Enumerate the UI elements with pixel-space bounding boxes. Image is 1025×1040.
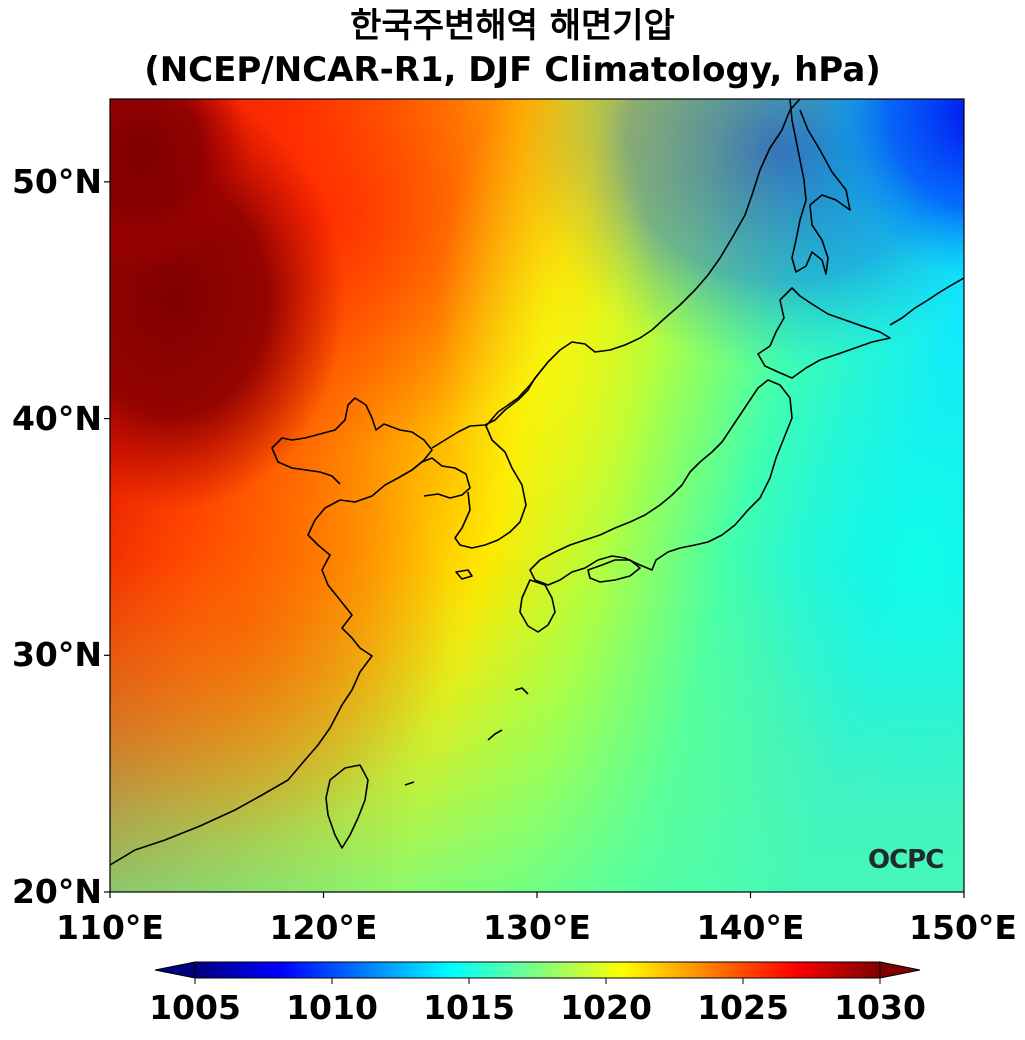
lon-tick-label: 110°E [56, 908, 164, 947]
korea-coast [431, 99, 801, 449]
colorbar-tick-label: 1015 [423, 988, 515, 1027]
map-subtitle: (NCEP/NCAR-R1, DJF Climatology, hPa) [144, 50, 881, 90]
ryukyu-2 [487, 729, 503, 741]
colorbar-ticks [194, 978, 881, 984]
lat-tick-label: 50°N [11, 161, 102, 201]
hokkaido [757, 287, 891, 379]
lon-tick-label: 150°E [909, 908, 1017, 947]
taiwan [325, 764, 369, 849]
colorbar-extend-min [154, 961, 196, 979]
colorbar-tick-label: 1025 [697, 988, 789, 1027]
kyushu [519, 579, 556, 633]
coastlines [110, 99, 964, 866]
colorbar-tick-label: 1020 [560, 988, 652, 1027]
colorbar-tick-label: 1030 [834, 988, 926, 1027]
lon-tick-label: 120°E [269, 908, 378, 947]
map-title: 한국주변해역 해면기압 [350, 6, 675, 46]
colorbar-extend-max [879, 961, 921, 979]
lat-tick-label: 40°N [11, 398, 102, 438]
lon-tick-label: 140°E [696, 908, 805, 947]
ryukyu-3 [404, 781, 415, 786]
ocpc-logo: OCPC [868, 845, 944, 875]
ryukyu-1 [514, 687, 529, 695]
colorbar [154, 961, 921, 984]
honshu [529, 379, 793, 586]
shikoku [587, 559, 641, 583]
colorbar-tick-label: 1005 [149, 988, 241, 1027]
shandong-coast [411, 457, 471, 499]
kuril-islands [889, 277, 964, 326]
lat-tick-label: 30°N [11, 635, 102, 675]
sakhalin [789, 99, 851, 275]
colorbar-body [194, 961, 881, 979]
lat-tick-label: 20°N [11, 872, 102, 911]
jeju [455, 569, 473, 580]
china-coast [110, 397, 433, 866]
korea-peninsula [454, 361, 549, 549]
lon-tick-label: 130°E [483, 908, 591, 947]
pressure-field [110, 99, 964, 892]
lon-ticks [109, 892, 965, 898]
lat-ticks [104, 181, 110, 893]
colorbar-tick-label: 1010 [286, 988, 378, 1027]
